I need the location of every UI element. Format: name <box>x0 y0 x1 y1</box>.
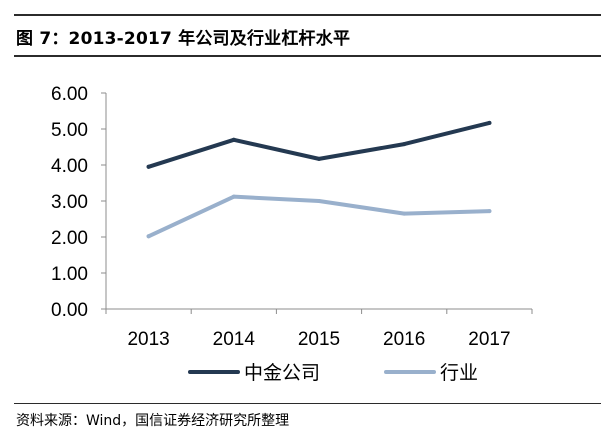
chart-legend: 中金公司 行业 <box>188 362 478 384</box>
data-point <box>146 234 151 239</box>
x-tick-label: 2015 <box>298 329 340 350</box>
x-tick-label: 2016 <box>383 329 425 350</box>
legend-item: 中金公司 <box>188 362 320 384</box>
line-chart: 0.001.002.003.004.005.006.00 2013 2014 201… <box>51 84 533 384</box>
x-tick-label: 2017 <box>468 329 510 350</box>
top-rule <box>14 14 601 16</box>
y-tick-label: 2.00 <box>51 228 88 249</box>
y-tick-label: 3.00 <box>51 192 88 213</box>
y-tick-label: 4.00 <box>51 156 88 177</box>
y-tick-label: 5.00 <box>51 120 88 141</box>
source-note: 资料来源：Wind，国信证券经济研究所整理 <box>16 413 290 429</box>
data-point <box>402 142 407 147</box>
legend-item: 行业 <box>384 362 478 384</box>
data-point <box>317 156 321 161</box>
data-point <box>317 199 321 203</box>
x-axis-ticks: 2013 2014 2015 2016 2017 <box>105 309 533 350</box>
y-tick-label: 0.00 <box>51 300 88 321</box>
x-tick-label: 2013 <box>127 329 169 350</box>
data-point <box>231 137 236 142</box>
y-tick-label: 1.00 <box>51 264 88 285</box>
y-axis-ticks: 0.00 1.00 2.00 3.00 4.00 5.00 6.00 <box>51 84 106 321</box>
data-point <box>402 211 407 216</box>
chart-series <box>146 120 492 239</box>
series-2 <box>146 194 492 239</box>
data-point <box>487 120 492 125</box>
legend-label: 中金公司 <box>244 362 320 384</box>
data-point <box>231 194 236 199</box>
legend-label: 行业 <box>440 362 478 384</box>
y-tick-label: 6.00 <box>51 84 88 105</box>
title-rule <box>14 55 601 57</box>
figure-title: 图 7：2013-2017 年公司及行业杠杆水平 <box>16 29 351 49</box>
source-rule <box>14 403 601 404</box>
x-tick-label: 2014 <box>213 329 256 350</box>
data-point <box>487 209 492 214</box>
series-1 <box>146 120 492 169</box>
data-point <box>146 164 151 169</box>
